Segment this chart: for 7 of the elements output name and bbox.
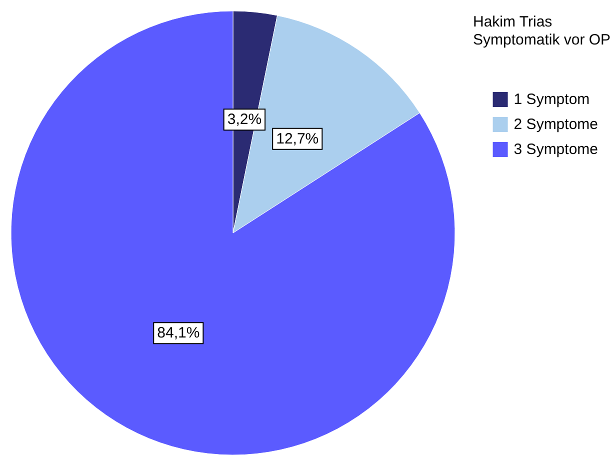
legend-title: Hakim Trias Symptomatik vor OP xyxy=(473,14,611,48)
legend-label: 3 Symptome xyxy=(514,141,598,158)
legend-label: 2 Symptome xyxy=(514,116,598,133)
data-label: 3,2% xyxy=(227,111,262,128)
legend-label: 1 Symptom xyxy=(514,91,590,108)
data-label: 84,1% xyxy=(157,324,200,342)
data-label: 12,7% xyxy=(276,130,319,148)
